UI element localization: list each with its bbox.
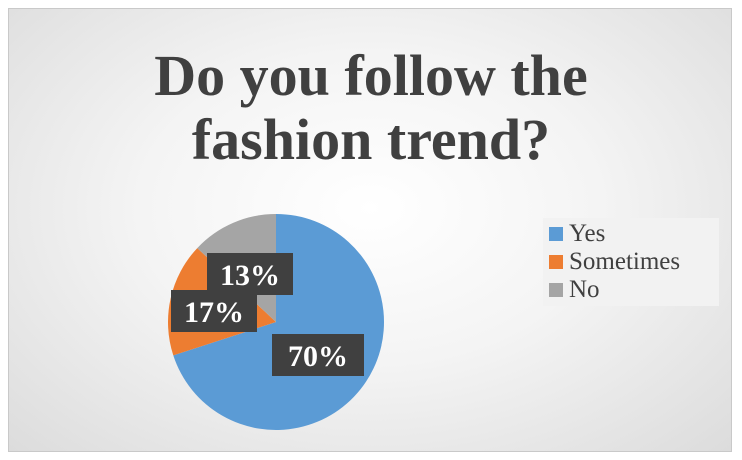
legend: Yes Sometimes No [543, 218, 719, 306]
legend-item-yes: Yes [549, 220, 719, 248]
legend-label-no: No [569, 276, 600, 303]
legend-item-no: No [549, 276, 719, 304]
legend-item-sometimes: Sometimes [549, 248, 719, 276]
legend-swatch-yes [549, 227, 563, 241]
data-label-text-sometimes: 17% [184, 296, 244, 329]
chart-title-line-2: fashion trend? [191, 107, 551, 172]
data-label-no: 13% [207, 253, 293, 295]
data-label-box-yes [272, 334, 364, 376]
data-label-sometimes: 17% [171, 290, 257, 332]
data-label-text-no: 13% [220, 259, 280, 292]
legend-swatch-sometimes [549, 255, 563, 269]
legend-label-sometimes: Sometimes [569, 248, 681, 275]
data-label-box-sometimes [171, 290, 257, 332]
legend-label-yes: Yes [569, 220, 606, 247]
data-label-yes: 70% [272, 334, 364, 376]
chart-title-line-1: Do you follow the [154, 43, 588, 108]
chart-title: Do you follow the fashion trend? [0, 44, 742, 172]
legend-swatch-no [549, 283, 563, 297]
data-label-text-yes: 70% [288, 340, 348, 373]
pie-data-labels: 70% 17% 13% [171, 253, 364, 376]
data-label-box-no [207, 253, 293, 295]
